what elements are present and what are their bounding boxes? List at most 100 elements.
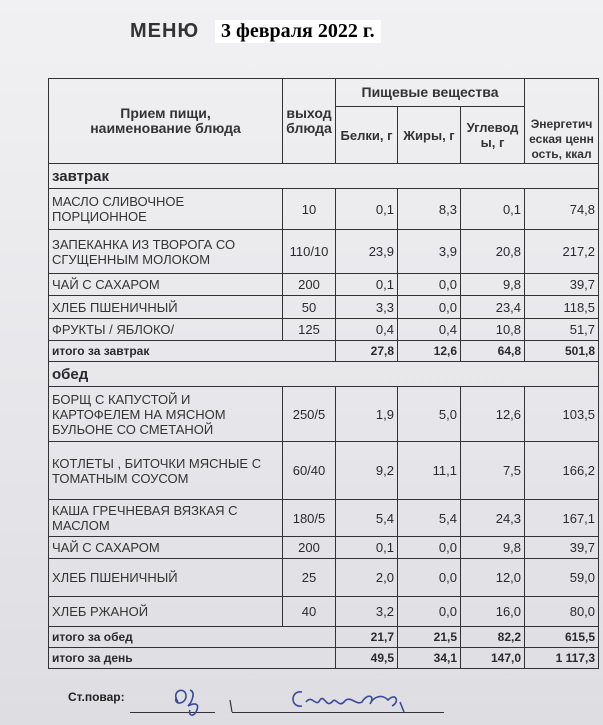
dish-name: ЧАЙ С САХАРОМ xyxy=(48,536,283,559)
dish-name: МАСЛО СЛИВОЧНОЕ ПОРЦИОННОЕ xyxy=(48,188,283,230)
dish-energy: 118,5 xyxy=(524,295,600,319)
dish-yield: 40 xyxy=(282,596,336,627)
name-line xyxy=(232,712,444,713)
section-header: завтрак xyxy=(47,163,600,189)
table-row: МАСЛО СЛИВОЧНОЕ ПОРЦИОННОЕ 10 0,1 8,3 0,1 74,… xyxy=(48,188,600,230)
header-yield: выход блюда xyxy=(282,78,336,164)
dish-carbs: 24,3 xyxy=(459,499,526,537)
dish-protein: 9,2 xyxy=(335,441,398,500)
dish-yield: 200 xyxy=(282,273,336,296)
dish-carbs: 23,4 xyxy=(459,295,526,319)
dish-carbs: 12,0 xyxy=(459,558,526,597)
total-fat: 12,6 xyxy=(397,340,461,362)
dish-fat: 0,0 xyxy=(397,273,461,296)
total-protein: 27,8 xyxy=(335,340,398,362)
dish-fat: 0,0 xyxy=(397,596,461,627)
dish-protein: 0,1 xyxy=(335,188,398,230)
section-total-row: итого за обед 21,7 21,5 82,2 615,5 xyxy=(48,626,600,648)
dish-protein: 1,9 xyxy=(335,386,398,442)
dish-energy: 80,0 xyxy=(524,596,600,627)
day-total-energy: 1 117,3 xyxy=(524,647,600,669)
day-total-protein: 49,5 xyxy=(335,647,398,669)
total-label: итого за завтрак xyxy=(48,340,336,362)
dish-energy: 166,2 xyxy=(524,441,600,500)
dish-name: БОРЩ С КАПУСТОЙ И КАРТОФЕЛЕМ НА МЯСНОМ Б… xyxy=(48,386,283,442)
table-row: КАША ГРЕЧНЕВАЯ ВЯЗКАЯ С МАСЛОМ 180/5 5,4 5,… xyxy=(48,499,600,537)
dish-energy: 217,2 xyxy=(524,229,600,274)
dish-energy: 74,8 xyxy=(524,188,600,230)
dish-energy: 59,0 xyxy=(524,558,600,597)
dish-fat: 8,3 xyxy=(397,188,461,230)
table-row: ХЛЕБ ПШЕНИЧНЫЙ 25 2,0 0,0 12,0 59,0 xyxy=(48,558,600,597)
dish-protein: 3,3 xyxy=(335,295,398,319)
menu-date: 3 февраля 2022 г. xyxy=(215,20,381,43)
dish-yield: 250/5 xyxy=(282,386,336,442)
dish-energy: 39,7 xyxy=(524,536,600,559)
table-row: ХЛЕБ ПШЕНИЧНЫЙ 50 3,3 0,0 23,4 118,5 xyxy=(48,295,600,319)
dish-protein: 23,9 xyxy=(335,229,398,274)
section-total-row: итого за завтрак 27,8 12,6 64,8 501,8 xyxy=(48,340,600,362)
header-carbs: Углеводы, г xyxy=(459,106,526,164)
dish-carbs: 7,5 xyxy=(459,441,526,500)
dish-yield: 110/10 xyxy=(282,229,336,274)
dish-yield: 25 xyxy=(282,558,336,597)
dish-name: ЗАПЕКАНКА ИЗ ТВОРОГА СО СГУЩЕННЫМ МОЛОКО… xyxy=(48,229,283,274)
total-energy: 501,8 xyxy=(524,340,600,362)
chef-label: Ст.повар: xyxy=(68,690,125,704)
dish-energy: 51,7 xyxy=(524,318,600,341)
dish-yield: 60/40 xyxy=(282,441,336,500)
table-row: КОТЛЕТЫ , БИТОЧКИ МЯСНЫЕ С ТОМАТНЫМ СОУС… xyxy=(48,441,600,500)
dish-fat: 3,9 xyxy=(397,229,461,274)
dish-carbs: 9,8 xyxy=(459,273,526,296)
dish-name: ХЛЕБ ПШЕНИЧНЫЙ xyxy=(48,558,283,597)
table-row: ЧАЙ С САХАРОМ 200 0,1 0,0 9,8 39,7 xyxy=(48,273,600,296)
dish-carbs: 9,8 xyxy=(459,536,526,559)
dish-protein: 5,4 xyxy=(335,499,398,537)
dish-protein: 2,0 xyxy=(335,558,398,597)
total-label: итого за обед xyxy=(48,626,336,648)
table-row: ХЛЕБ РЖАНОЙ 40 3,2 0,0 16,0 80,0 xyxy=(48,596,600,627)
signature-line xyxy=(130,712,215,713)
table-row: ЧАЙ С САХАРОМ 200 0,1 0,0 9,8 39,7 xyxy=(48,536,600,559)
dish-name: ХЛЕБ ПШЕНИЧНЫЙ xyxy=(48,295,283,319)
table-row: ЗАПЕКАНКА ИЗ ТВОРОГА СО СГУЩЕННЫМ МОЛОКО… xyxy=(48,229,600,274)
dish-yield: 180/5 xyxy=(282,499,336,537)
dish-fat: 5,4 xyxy=(397,499,461,537)
section-header: обед xyxy=(47,361,600,387)
day-total-carbs: 147,0 xyxy=(459,647,526,669)
dish-name: ФРУКТЫ / ЯБЛОКО/ xyxy=(48,318,283,341)
dish-protein: 3,2 xyxy=(335,596,398,627)
dish-carbs: 10,8 xyxy=(459,318,526,341)
dish-protein: 0,1 xyxy=(335,536,398,559)
dish-carbs: 12,6 xyxy=(459,386,526,442)
dish-carbs: 20,8 xyxy=(459,229,526,274)
section-title: завтрак xyxy=(47,163,600,189)
dish-name: КОТЛЕТЫ , БИТОЧКИ МЯСНЫЕ С ТОМАТНЫМ СОУС… xyxy=(48,441,283,500)
total-protein: 21,7 xyxy=(335,626,398,648)
menu-table: Прием пищи, наименование блюда выход блю… xyxy=(47,78,600,669)
chef-signature xyxy=(175,689,405,716)
dish-energy: 103,5 xyxy=(524,386,600,442)
header-name: Прием пищи, наименование блюда xyxy=(48,78,283,164)
dish-energy: 167,1 xyxy=(524,499,600,537)
menu-title: МЕНЮ xyxy=(130,20,200,42)
total-energy: 615,5 xyxy=(524,626,600,648)
dish-yield: 50 xyxy=(282,295,336,319)
dish-fat: 0,0 xyxy=(397,536,461,559)
day-total-fat: 34,1 xyxy=(397,647,461,669)
header-nutrients: Пищевые вещества xyxy=(334,78,526,107)
dish-name: КАША ГРЕЧНЕВАЯ ВЯЗКАЯ С МАСЛОМ xyxy=(48,499,283,537)
dish-protein: 0,4 xyxy=(335,318,398,341)
dish-yield: 10 xyxy=(282,188,336,230)
dish-fat: 0,0 xyxy=(397,558,461,597)
dish-carbs: 16,0 xyxy=(459,596,526,627)
dish-name: ХЛЕБ РЖАНОЙ xyxy=(48,596,283,627)
dish-name: ЧАЙ С САХАРОМ xyxy=(48,273,283,296)
dish-fat: 11,1 xyxy=(397,441,461,500)
table-row: ФРУКТЫ / ЯБЛОКО/125 0,4 0,4 10,8 51,7 xyxy=(48,318,600,341)
dish-fat: 0,4 xyxy=(397,318,461,341)
dish-carbs: 0,1 xyxy=(459,188,526,230)
dish-energy: 39,7 xyxy=(524,273,600,296)
dish-yield: 125 xyxy=(282,318,336,341)
header-energy: Энергетическая ценность, ккал xyxy=(524,78,600,164)
